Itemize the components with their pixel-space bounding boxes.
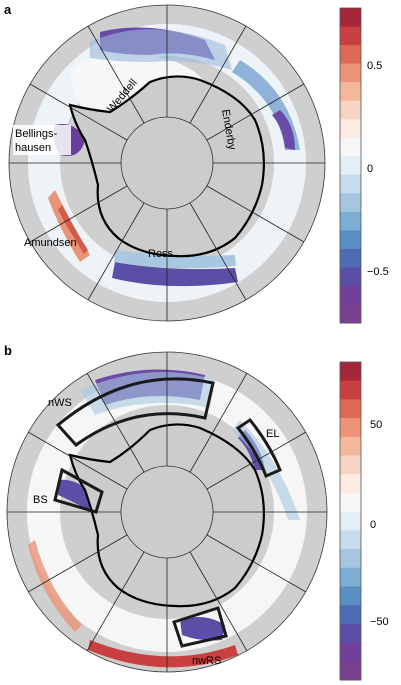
amundsen-positive-core <box>58 205 88 254</box>
cb-a-tick-2: −0.5 <box>367 266 389 278</box>
cb-b-swatch <box>340 661 361 681</box>
panel-b-colorbar <box>339 361 362 681</box>
cb-b-swatch <box>340 380 361 400</box>
nwrs-field <box>180 616 225 641</box>
panel-b-map: nWS EL BS nwRS <box>6 351 328 673</box>
nws-halo <box>80 372 215 415</box>
cb-a-tick-1: 0 <box>367 163 373 175</box>
ross-negative <box>112 262 238 287</box>
cb-a-tick-0: 0.5 <box>367 60 382 72</box>
label-ross: Ross <box>148 248 174 260</box>
enderby-core <box>272 110 295 150</box>
panel-a-letter: a <box>4 2 12 17</box>
panel-b-labels: nWS EL BS nwRS <box>33 397 279 667</box>
cb-b-swatch <box>340 492 361 513</box>
cb-b-frame <box>339 361 362 681</box>
panel-a-colorbar <box>339 7 362 324</box>
pole-hole-b <box>120 465 214 559</box>
label-bellingshausen-2: hausen <box>15 142 51 154</box>
cb-a-swatch <box>340 8 361 28</box>
cb-a-swatch <box>340 26 361 46</box>
box-el <box>235 417 282 478</box>
cb-b-swatch <box>340 399 361 419</box>
cb-b-swatch <box>340 623 361 644</box>
cb-a-swatch <box>340 156 361 176</box>
cb-a-swatch <box>340 119 361 139</box>
cb-b-swatch <box>340 530 361 550</box>
cb-b-swatch <box>340 455 361 475</box>
label-bs: BS <box>33 494 48 506</box>
box-nws <box>55 377 215 448</box>
cb-b-tick-0: 50 <box>370 419 382 431</box>
cb-b-swatch <box>340 436 361 457</box>
cb-a-frame <box>339 7 362 324</box>
cb-a-swatch <box>340 63 361 83</box>
cb-a-swatch <box>340 137 361 157</box>
cb-a-swatch <box>340 267 361 287</box>
cb-a-swatch <box>340 304 361 324</box>
cb-b-swatch <box>340 549 361 569</box>
ross-halo <box>114 250 236 269</box>
cb-a-swatch <box>340 193 361 213</box>
cb-b-tick-2: −50 <box>370 616 389 628</box>
cb-b-swatch <box>340 642 361 662</box>
label-nwrs: nwRS <box>192 655 221 667</box>
cb-a-swatch <box>340 248 361 268</box>
cb-b-swatch <box>340 474 361 494</box>
box-bs <box>53 467 104 514</box>
pole-hole <box>120 116 214 210</box>
label-amundsen: Amundsen <box>24 237 77 249</box>
cb-b-swatch <box>340 605 361 625</box>
panel-a-meridians <box>9 5 325 321</box>
cb-b-swatch <box>340 362 361 382</box>
panel-a-outline <box>8 4 326 322</box>
cb-a-swatch <box>340 100 361 120</box>
cb-b-swatch <box>340 586 361 606</box>
box-nwrs <box>172 606 228 648</box>
cb-b-swatch <box>340 511 361 531</box>
cb-a-swatch <box>340 174 361 194</box>
bs-field <box>58 479 95 510</box>
cb-a-swatch <box>340 82 361 102</box>
cb-a-swatch <box>340 45 361 65</box>
region-boxes <box>53 377 282 648</box>
panel-a-map: Bellings- hausen Amundsen Ross Enderby W… <box>8 4 326 322</box>
label-nws: nWS <box>48 397 72 409</box>
label-bellingshausen-1: Bellings- <box>15 128 58 140</box>
cb-a-swatch <box>340 285 361 305</box>
cb-b-tick-1: 0 <box>370 519 376 531</box>
weddell-field <box>70 52 205 120</box>
cb-a-swatch <box>340 230 361 250</box>
weddell-negative-halo <box>90 29 232 70</box>
amundsen-b-positive <box>28 540 82 632</box>
ross-b-positive <box>88 640 238 668</box>
cb-b-swatch <box>340 418 361 438</box>
panel-b-outline <box>6 351 328 673</box>
cb-b-swatch <box>340 567 361 587</box>
panel-b-letter: b <box>4 343 12 358</box>
cb-a-swatch <box>340 211 361 231</box>
label-el: EL <box>266 428 279 440</box>
